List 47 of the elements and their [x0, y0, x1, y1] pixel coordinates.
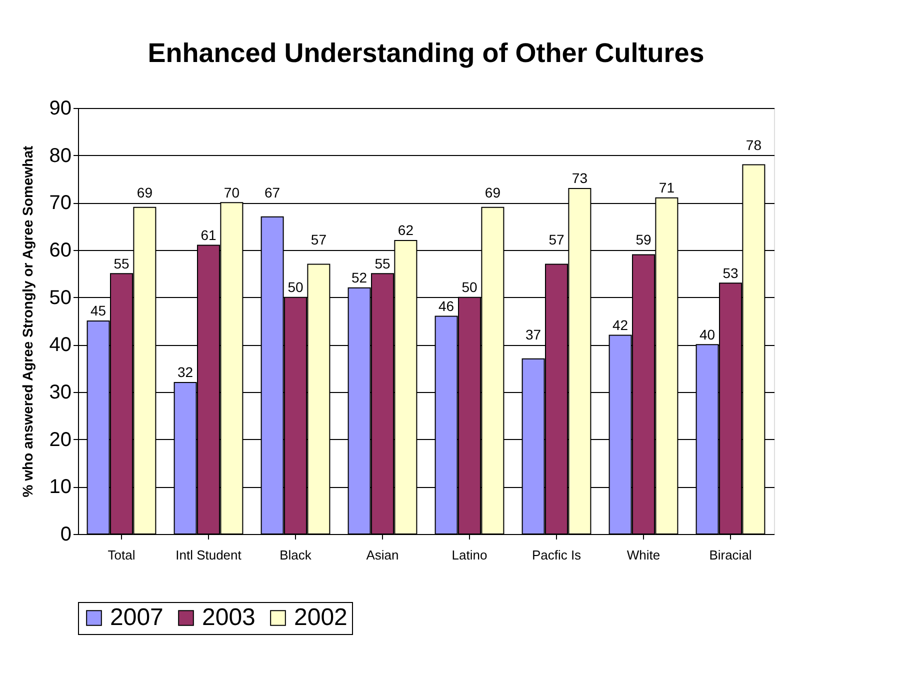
y-tick-label: 40	[49, 334, 72, 356]
data-label: 59	[636, 232, 652, 248]
y-axis-title: % who answered Agree Strongly or Agree Somewhat	[19, 145, 36, 498]
chart-title: Enhanced Understanding of Other Cultures	[148, 38, 704, 68]
legend-label: 2003	[202, 604, 256, 631]
x-tick-label: Intl Student	[176, 548, 242, 562]
data-label: 78	[746, 136, 762, 153]
data-label: 32	[178, 364, 194, 380]
y-tick-label: 90	[49, 98, 72, 120]
y-tick-label: 20	[49, 428, 72, 451]
y-tick-label: 60	[49, 240, 72, 262]
y-tick-label: 10	[49, 476, 72, 498]
y-tick-label: 30	[49, 382, 72, 404]
x-tick-label: Biracial	[709, 548, 752, 562]
x-tick-label: Total	[108, 548, 136, 562]
x-tick-label: Pacfic Is	[532, 548, 582, 562]
y-tick-label: 70	[49, 192, 72, 214]
data-label: 73	[572, 170, 588, 186]
data-label: 50	[288, 278, 304, 295]
legend-label: 2002	[294, 604, 348, 631]
data-label: 37	[526, 326, 542, 342]
data-label: 69	[484, 184, 501, 200]
data-label: 57	[310, 232, 327, 248]
data-label: 62	[398, 222, 414, 238]
x-tick-label: Black	[280, 548, 312, 562]
data-label: 55	[374, 255, 390, 272]
y-tick-label: 0	[60, 524, 72, 546]
data-label: 42	[612, 316, 628, 333]
y-tick-label: 50	[49, 286, 72, 309]
data-label: 57	[548, 232, 564, 248]
data-label: 50	[462, 278, 478, 295]
data-label: 69	[136, 184, 153, 200]
x-tick-label: Asian	[366, 548, 399, 562]
data-label: 61	[200, 226, 216, 243]
data-label: 71	[658, 180, 675, 196]
data-label: 45	[90, 302, 106, 319]
legend-label: 2007	[110, 604, 164, 631]
x-tick-label: White	[626, 548, 660, 562]
data-label: 70	[224, 184, 240, 200]
y-tick-label: 80	[49, 144, 72, 167]
data-label: 53	[722, 264, 738, 281]
data-label: 52	[352, 270, 368, 286]
data-label: 55	[114, 255, 130, 272]
data-label: 40	[700, 326, 716, 342]
x-tick-label: Latino	[452, 548, 488, 562]
data-label: 67	[264, 184, 280, 200]
data-label: 46	[438, 298, 454, 314]
